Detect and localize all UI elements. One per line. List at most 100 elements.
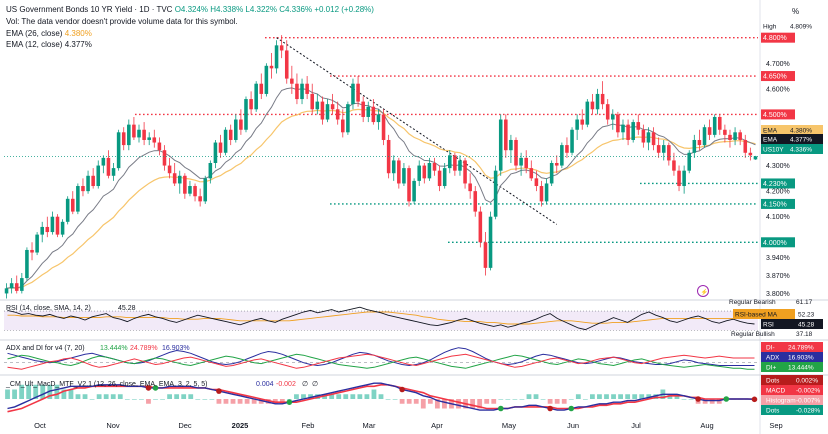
candle-body-139 — [712, 116, 717, 135]
candle-body-74 — [381, 114, 386, 140]
candle-body-108 — [554, 163, 559, 166]
candle-body-39 — [203, 178, 208, 202]
candle-body-55 — [284, 50, 289, 79]
candle-body-94 — [483, 242, 488, 268]
candle-body-66 — [341, 119, 345, 133]
candle-body-91 — [468, 183, 472, 192]
candle-body-12 — [65, 198, 70, 222]
candle-body-46 — [239, 119, 243, 130]
candle-body-42 — [218, 142, 223, 153]
adx-tag-bg-0 — [761, 342, 823, 352]
level-tag-2: 4.500% — [763, 112, 787, 119]
macd-histogram-bar-79 — [561, 399, 567, 404]
candle-body-13 — [70, 198, 75, 212]
x-tick-label-6: Apr — [431, 421, 443, 430]
price-tag-value-2: 4.377% — [790, 137, 812, 144]
price-tag-label-3: US10Y — [763, 147, 784, 154]
macd-histogram-bar-45 — [322, 394, 328, 399]
rsi-lower-label: Regular Bullish — [731, 331, 775, 338]
macd-histogram-bar-71 — [505, 399, 511, 400]
candle-body-138 — [707, 127, 712, 135]
level-tag-0: 4.800% — [763, 35, 787, 42]
price-tag-label-2: EMA — [763, 137, 778, 144]
candle-body-45 — [234, 119, 238, 140]
x-tick-label-11: Sep — [769, 421, 782, 430]
candle-body-47 — [244, 99, 248, 130]
symbol-title: US Government Bonds 10 YR Yield · 1D · T… — [6, 5, 173, 14]
candle-body-33 — [172, 173, 177, 184]
macd-histogram-bar-78 — [554, 399, 560, 404]
macd-histogram-bar-38 — [272, 399, 278, 404]
rsi-ma-line — [7, 311, 755, 325]
macd-histogram-bar-32 — [230, 399, 236, 404]
candle-body-100 — [514, 139, 518, 166]
alert-circle-icon — [697, 285, 709, 297]
macd-histogram-bar-22 — [160, 399, 165, 400]
macd-tag-value-0: 0.002% — [796, 378, 818, 385]
macd-histogram-bar-33 — [237, 399, 243, 404]
macd-tag-bg-0 — [761, 375, 823, 385]
candle-body-84 — [432, 163, 437, 171]
candle-body-116 — [595, 93, 600, 110]
x-tick-label-8: Jun — [567, 421, 579, 430]
macd-histogram-bar-97 — [688, 399, 694, 400]
level-tag-bg-1 — [761, 71, 795, 82]
ema12-legend[interactable]: EMA (12, close) 4.377% — [6, 40, 92, 49]
candle-body-82 — [422, 165, 427, 179]
rsi-upper-value: 61.17 — [796, 299, 813, 306]
candle-body-104 — [534, 178, 539, 187]
macd-histogram-bar-95 — [674, 394, 680, 399]
macd-histogram-bar-64 — [456, 399, 461, 409]
rsi-lower-value: 37.18 — [796, 331, 813, 338]
adx-tag-value-2: 13.444% — [788, 365, 814, 372]
macd-cross-dot-56 — [399, 386, 405, 393]
macd-histogram-bar-16 — [117, 394, 123, 399]
macd-histogram-bar-74 — [526, 394, 532, 399]
candle-body-90 — [463, 160, 467, 184]
candle-body-109 — [560, 145, 564, 166]
macd-cross-dot-106 — [751, 396, 758, 403]
y-tick-label-3: 4.200% — [766, 189, 790, 196]
adx-tag-label-2: DI+ — [766, 365, 777, 372]
ema26-legend[interactable]: EMA (26, close) 4.380% — [6, 29, 92, 38]
candle-body-9 — [50, 216, 55, 233]
macd-histogram-bar-57 — [406, 399, 412, 404]
macd-histogram-bar-58 — [413, 399, 419, 404]
macd-histogram-bar-0 — [5, 389, 10, 399]
candle-body-16 — [86, 175, 90, 192]
macd-histogram-bar-86 — [611, 394, 616, 399]
candle-body-52 — [269, 65, 274, 69]
rsi-line — [7, 306, 755, 331]
lightning-icon: ⚡ — [701, 288, 708, 296]
x-tick-label-7: May — [502, 421, 516, 430]
x-tick-label-2: Dec — [178, 421, 192, 430]
price-tag-bg-2 — [761, 134, 823, 144]
macd-histogram-bar-42 — [301, 394, 306, 399]
macd-histogram-bar-60 — [427, 399, 433, 404]
candle-body-64 — [330, 104, 335, 110]
macd-histogram-bar-75 — [533, 394, 539, 399]
macd-histogram-bar-69 — [491, 399, 497, 404]
level-tag-1: 4.650% — [763, 74, 787, 81]
macd-histogram-bar-10 — [75, 394, 81, 399]
candle-body-144 — [738, 132, 742, 140]
candle-body-6 — [35, 234, 39, 253]
rsi-band-fill — [4, 311, 758, 331]
macd-tag-label-2: Histogram — [766, 398, 796, 405]
price-tag-label-1: EMA — [763, 128, 778, 135]
macd-cross-dot-98 — [695, 396, 701, 402]
macd-histogram-bar-85 — [604, 394, 609, 399]
macd-histogram-bar-30 — [216, 399, 222, 404]
candle-body-106 — [544, 183, 549, 202]
candle-body-41 — [213, 142, 218, 163]
candle-body-86 — [442, 168, 447, 187]
macd-histogram-bar-12 — [89, 399, 95, 400]
price-tag-value-3: 4.336% — [790, 147, 812, 154]
macd-histogram-bar-46 — [329, 394, 335, 399]
macd-histogram-bar-21 — [153, 399, 158, 400]
macd-histogram-bar-49 — [350, 394, 356, 399]
macd-histogram-bar-15 — [110, 394, 116, 399]
candle-body-11 — [60, 221, 65, 235]
